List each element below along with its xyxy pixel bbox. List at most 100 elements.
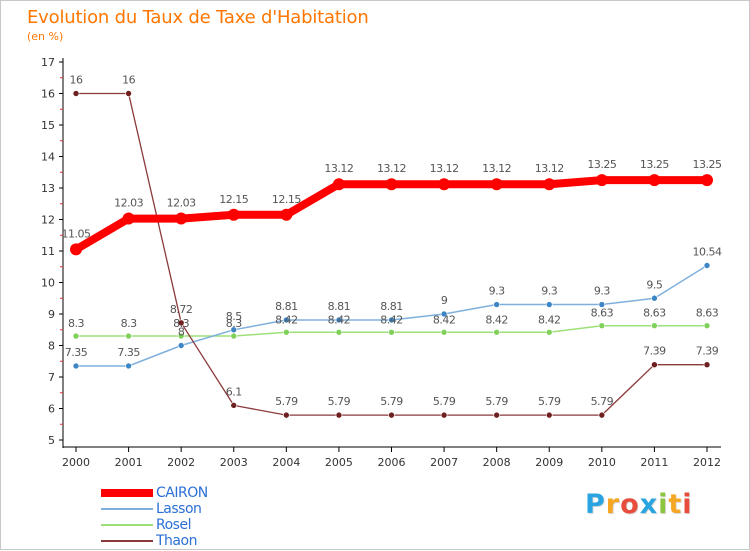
x-tick-label: 2002 xyxy=(167,456,195,469)
x-tick-label: 2007 xyxy=(430,456,458,469)
legend-item-cairon: CAIRON xyxy=(101,485,301,501)
data-label-cairon: 13.12 xyxy=(535,162,564,175)
y-tick-label: 14 xyxy=(41,151,55,164)
y-tick-label: 10 xyxy=(41,277,55,290)
data-point-rosel xyxy=(283,328,290,336)
data-point-thaon xyxy=(335,411,343,419)
data-point-cairon xyxy=(280,208,293,221)
x-tick-label: 2011 xyxy=(640,456,668,469)
y-tick-label: 6 xyxy=(48,403,55,416)
data-label-lasson: 7.35 xyxy=(117,346,140,359)
data-label-rosel: 8.42 xyxy=(433,313,456,326)
data-point-rosel xyxy=(545,328,553,336)
data-point-thaon xyxy=(177,319,185,327)
logo-letter: t xyxy=(668,489,683,520)
data-label-rosel: 8.63 xyxy=(643,307,666,320)
data-label-thaon: 6.1 xyxy=(226,385,242,398)
data-label-rosel: 8.3 xyxy=(68,317,84,330)
chart-title: Evolution du Taux de Taxe d'Habitation xyxy=(27,7,369,28)
data-label-cairon: 13.25 xyxy=(587,158,616,171)
data-label-lasson: 7.35 xyxy=(65,346,88,359)
data-label-thaon: 5.79 xyxy=(591,395,614,408)
y-tick-label: 11 xyxy=(41,245,55,258)
data-label-rosel: 8.63 xyxy=(591,307,614,320)
data-label-cairon: 13.12 xyxy=(482,162,511,175)
data-label-lasson: 10.54 xyxy=(693,245,722,258)
data-label-cairon: 13.12 xyxy=(377,162,406,175)
legend-swatch xyxy=(101,524,153,526)
y-tick-label: 5 xyxy=(48,434,55,447)
data-point-thaon xyxy=(493,411,500,419)
data-point-cairon xyxy=(175,212,188,225)
data-point-cairon xyxy=(122,212,135,225)
y-tick-label: 7 xyxy=(48,371,55,384)
data-point-thaon xyxy=(230,402,238,409)
data-label-thaon: 7.39 xyxy=(696,345,719,358)
logo-letter: r xyxy=(605,489,621,520)
x-tick-label: 2010 xyxy=(588,456,616,469)
data-point-thaon xyxy=(545,411,553,419)
data-point-cairon xyxy=(595,174,608,187)
data-point-lasson xyxy=(230,326,238,334)
data-label-thaon: 16 xyxy=(122,74,135,87)
legend-item-rosel: Rosel xyxy=(101,517,301,533)
x-tick-label: 2009 xyxy=(535,456,563,469)
legend-swatch xyxy=(101,540,153,542)
logo-letter: i xyxy=(682,489,693,520)
y-tick-label: 9 xyxy=(48,308,55,321)
legend-item-lasson: Lasson xyxy=(101,501,301,517)
legend-label: Rosel xyxy=(156,517,191,533)
data-label-thaon: 5.79 xyxy=(380,395,403,408)
data-label-cairon: 13.25 xyxy=(693,158,722,171)
data-point-cairon xyxy=(332,178,345,191)
data-point-lasson xyxy=(125,362,132,370)
data-point-thaon xyxy=(598,411,606,419)
data-label-thaon: 5.79 xyxy=(538,395,561,408)
data-label-rosel: 8.42 xyxy=(275,313,298,326)
legend-swatch xyxy=(101,489,153,497)
data-point-rosel xyxy=(230,332,238,340)
logo-letter: P xyxy=(585,489,606,520)
data-label-rosel: 8.42 xyxy=(485,313,508,326)
y-tick-label: 13 xyxy=(41,182,55,195)
data-point-cairon xyxy=(490,178,503,191)
x-tick-label: 2005 xyxy=(325,456,353,469)
legend-swatch xyxy=(101,508,153,510)
data-point-lasson xyxy=(440,310,448,318)
data-point-rosel xyxy=(493,328,500,336)
data-point-cairon xyxy=(701,174,713,187)
data-label-lasson: 9.3 xyxy=(489,285,505,298)
data-point-rosel xyxy=(125,332,132,340)
data-label-cairon: 12.03 xyxy=(114,197,143,210)
data-label-cairon: 11.05 xyxy=(62,227,91,240)
data-label-rosel: 8.63 xyxy=(696,307,719,320)
data-label-lasson: 8 xyxy=(178,326,185,339)
data-label-thaon: 5.79 xyxy=(328,395,351,408)
data-label-lasson: 8.81 xyxy=(275,300,298,313)
proxiti-logo: Proxiti xyxy=(585,489,693,520)
data-point-thaon xyxy=(388,411,395,419)
data-point-thaon xyxy=(72,90,80,97)
data-label-cairon: 12.15 xyxy=(272,193,301,206)
data-label-cairon: 13.12 xyxy=(430,162,459,175)
data-point-rosel xyxy=(335,328,343,336)
data-label-rosel: 8.42 xyxy=(328,313,351,326)
data-label-cairon: 13.12 xyxy=(324,162,353,175)
data-point-rosel xyxy=(598,322,606,329)
x-tick-label: 2008 xyxy=(483,456,511,469)
x-tick-label: 2001 xyxy=(115,456,143,469)
series-line-cairon xyxy=(72,176,711,254)
data-point-lasson xyxy=(72,362,80,370)
data-point-lasson xyxy=(545,301,553,308)
legend-label: Thaon xyxy=(156,533,197,549)
data-point-lasson xyxy=(177,342,185,349)
data-label-thaon: 7.39 xyxy=(643,345,666,358)
y-tick-label: 16 xyxy=(41,88,55,101)
y-tick-label: 8 xyxy=(48,340,55,353)
data-label-lasson: 9.5 xyxy=(646,278,662,291)
data-point-rosel xyxy=(72,332,80,340)
data-label-lasson: 9.3 xyxy=(541,285,557,298)
data-point-cairon xyxy=(227,208,240,221)
y-tick-label: 15 xyxy=(41,119,55,132)
data-point-cairon xyxy=(438,178,451,191)
